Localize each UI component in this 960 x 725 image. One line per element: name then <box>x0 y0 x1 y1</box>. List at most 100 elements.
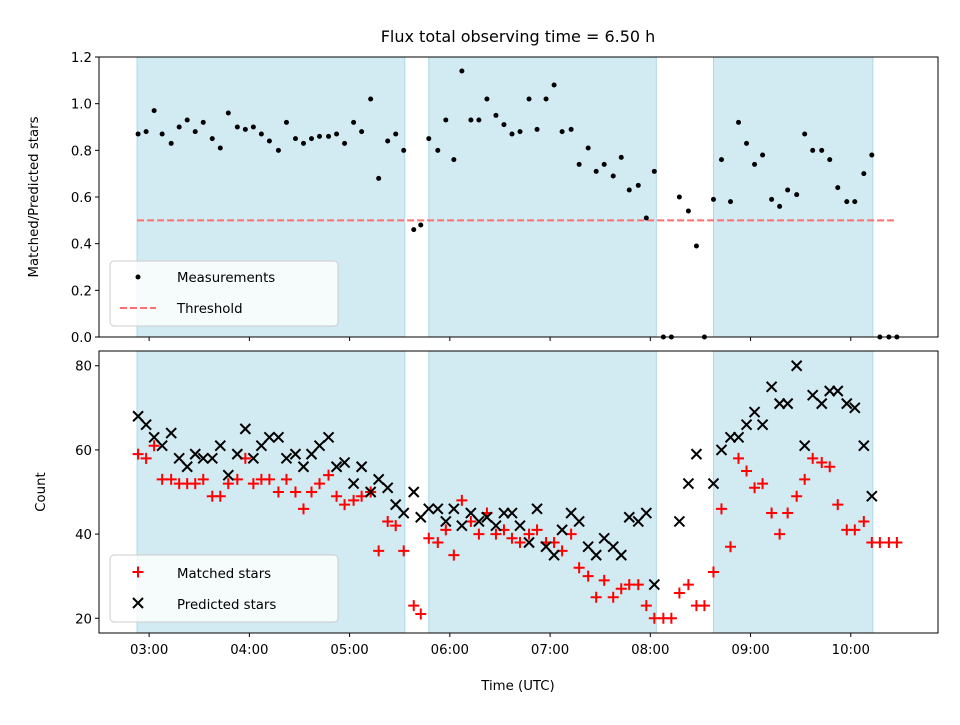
measurement-point <box>411 227 417 233</box>
matched-star-point <box>390 520 402 532</box>
observing-window-3 <box>712 56 874 338</box>
predicted-star-point <box>322 431 335 443</box>
measurement-point <box>844 199 850 205</box>
count-legend-box <box>109 554 339 623</box>
threshold-legend-label: Threshold <box>176 302 243 317</box>
measurement-point <box>601 161 607 167</box>
predicted-star-point <box>140 418 152 431</box>
predicted-star-point <box>506 507 518 519</box>
measurement-point <box>426 136 432 142</box>
matched-star-point <box>791 490 803 502</box>
predicted-star-point <box>598 532 610 545</box>
matched-star-point <box>448 549 460 561</box>
measurement-point <box>526 96 532 102</box>
predicted-star-point <box>806 389 819 401</box>
predicted-star-point <box>682 477 695 490</box>
predicted-star-point <box>832 385 844 397</box>
matched-star-point <box>707 566 719 578</box>
predicted-star-point <box>514 519 526 532</box>
predicted-star-point <box>841 397 853 410</box>
matched-star-point <box>408 600 420 612</box>
y-tick-label: 1.2 <box>71 51 92 66</box>
matched-star-point <box>891 537 903 549</box>
matched-star-point <box>573 562 585 574</box>
matched-star-point <box>733 452 745 464</box>
count-x-ticks: 03:00 04:00 05:00 06:00 07:00 08:00 09:00 10:00 <box>130 633 870 658</box>
measurement-point <box>418 222 424 228</box>
ratio-legend-box <box>109 260 339 327</box>
predicted-star-point <box>556 524 568 536</box>
matched-star-point <box>490 528 502 540</box>
x-tick-label: 07:00 <box>531 643 569 658</box>
measurement-point <box>736 119 742 125</box>
measurement-point <box>744 140 750 146</box>
ratio-y-axis-label: Matched/Predicted stars <box>27 116 42 277</box>
measurement-point <box>401 147 407 153</box>
measurement-point <box>501 122 507 128</box>
predicted-star-point <box>531 503 543 515</box>
matched-star-point <box>132 448 144 460</box>
matched-star-point <box>197 473 209 485</box>
predicted-star-point <box>189 448 201 460</box>
predicted-star-point <box>765 381 778 393</box>
matched-star-point <box>506 532 518 544</box>
predicted-star-point <box>398 507 410 519</box>
predicted-star-point <box>673 515 686 528</box>
measurement-point <box>676 194 682 200</box>
measurement-point <box>176 124 182 130</box>
count-panel-frame <box>98 350 939 634</box>
measurement-point <box>242 126 248 132</box>
matched-star-point <box>306 486 318 498</box>
measurement-point <box>376 175 382 181</box>
observing-window-2 <box>428 56 657 338</box>
measurements-legend-marker <box>135 274 141 280</box>
x-tick-label: 08:00 <box>631 643 669 658</box>
ratio-legend: Measurements Threshold <box>109 260 339 327</box>
predicted-star-point <box>272 431 285 443</box>
count-y-ticks: 20 40 60 80 <box>75 360 99 627</box>
predicted-star-point <box>523 536 535 549</box>
measurement-point <box>283 119 289 125</box>
measurement-point <box>300 140 306 146</box>
predicted-star-point <box>214 439 226 452</box>
matched-star-point <box>289 486 301 498</box>
predicted-star-point <box>781 397 794 410</box>
matched-star-point <box>807 452 819 464</box>
matched-star-point <box>682 579 694 591</box>
matched-star-point <box>607 591 619 603</box>
measurement-point <box>484 96 490 102</box>
matched-star-point <box>440 524 452 536</box>
measurement-point <box>476 117 482 123</box>
matched-star-point <box>432 537 444 549</box>
matched-legend-label: Matched stars <box>177 567 271 582</box>
matched-star-point <box>148 440 160 452</box>
matched-star-point <box>582 570 594 582</box>
x-tick-label: 03:00 <box>130 643 168 658</box>
predicted-star-point <box>347 477 360 490</box>
measurement-point <box>785 187 791 193</box>
y-tick-label: 0.6 <box>71 191 92 206</box>
predicted-star-point <box>748 406 761 418</box>
measurement-point <box>509 131 515 137</box>
predicted-star-point <box>156 439 168 452</box>
predicted-star-point <box>206 452 218 465</box>
predicted-star-point <box>263 431 276 443</box>
measurement-point <box>827 157 833 163</box>
matched-star-point <box>757 478 769 490</box>
measurements-legend-label: Measurements <box>177 271 275 286</box>
matched-star-point <box>214 490 226 502</box>
predicted-star-point <box>440 515 452 528</box>
predicted-star-point <box>330 461 343 473</box>
measurement-point <box>151 108 157 114</box>
measurement-point <box>342 140 348 146</box>
measurement-point <box>618 154 624 160</box>
matched-star-point <box>615 583 627 595</box>
measurement-point <box>435 147 441 153</box>
measurement-point <box>168 140 174 146</box>
predicted-star-point <box>222 469 235 481</box>
matched-star-point <box>415 608 427 620</box>
matched-star-point <box>741 465 753 477</box>
matched-star-point <box>339 499 351 511</box>
measurement-point <box>517 129 523 135</box>
measurement-point <box>685 208 691 214</box>
